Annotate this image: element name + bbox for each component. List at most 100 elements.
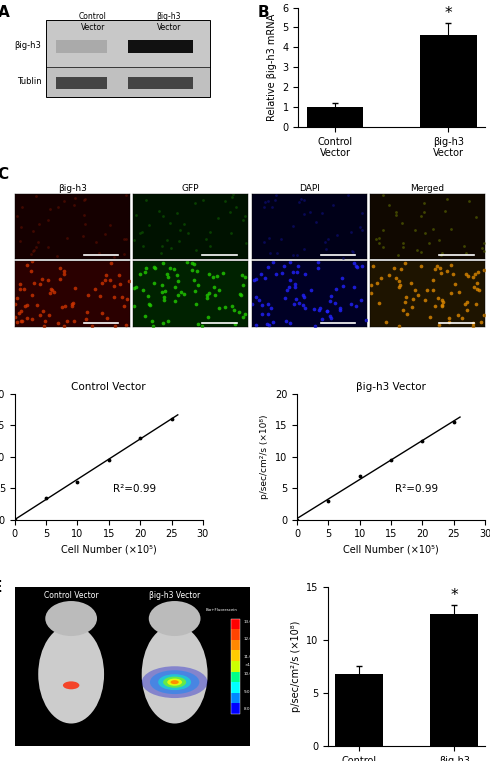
- Point: [232, 201, 240, 213]
- Point: [13, 292, 21, 304]
- Point: [205, 268, 213, 280]
- Point: [166, 262, 174, 274]
- Point: [480, 263, 488, 275]
- Point: [229, 189, 237, 201]
- Point: [46, 202, 53, 215]
- Point: [333, 228, 341, 240]
- Point: [28, 256, 36, 268]
- Point: [439, 294, 446, 306]
- Point: [471, 268, 479, 280]
- Point: [294, 260, 302, 272]
- Text: B: B: [257, 5, 269, 21]
- Point: [188, 256, 196, 269]
- Point: [372, 233, 380, 245]
- Point: [350, 281, 358, 293]
- Point: [82, 313, 90, 325]
- Point: [439, 247, 446, 260]
- Point: [435, 319, 443, 331]
- Point: [472, 211, 480, 223]
- Point: [395, 275, 403, 287]
- Point: [98, 276, 106, 288]
- Point: [164, 234, 171, 247]
- Title: βig-h3 Vector: βig-h3 Vector: [356, 381, 426, 391]
- Point: [473, 277, 481, 289]
- Point: [272, 189, 280, 201]
- Title: Merged: Merged: [411, 184, 444, 193]
- Point: [460, 240, 468, 252]
- Point: [149, 320, 157, 333]
- Point: [399, 304, 407, 316]
- Point: [292, 279, 299, 291]
- Text: 12.0: 12.0: [244, 637, 253, 642]
- Point: [286, 274, 294, 286]
- Text: Bio+Fluorescein: Bio+Fluorescein: [206, 607, 238, 612]
- Point: [236, 288, 244, 301]
- Point: [184, 227, 192, 239]
- Point: [401, 257, 409, 269]
- Point: [138, 226, 146, 238]
- Point: [313, 216, 320, 228]
- Text: βig-h3: βig-h3: [15, 41, 41, 50]
- Point: [193, 265, 201, 277]
- Point: [314, 262, 322, 274]
- Point: [347, 298, 355, 310]
- Point: [392, 206, 400, 218]
- Point: [318, 207, 326, 219]
- Point: [470, 281, 478, 293]
- Point: [321, 235, 329, 247]
- Bar: [127, 77, 194, 89]
- Point: [327, 290, 335, 302]
- Point: [394, 249, 402, 261]
- Point: [310, 303, 318, 315]
- Point: [347, 226, 355, 238]
- Point: [13, 316, 21, 328]
- Point: [122, 233, 130, 245]
- Point: [28, 288, 36, 301]
- Point: [265, 319, 273, 331]
- Point: [155, 205, 163, 218]
- Bar: [231, 703, 241, 714]
- Point: [63, 232, 71, 244]
- Point: [437, 249, 445, 261]
- Point: [149, 277, 157, 289]
- Point: [255, 294, 263, 306]
- Point: [144, 289, 152, 301]
- Point: [101, 274, 109, 286]
- Point: [420, 205, 428, 218]
- Point: [45, 309, 53, 321]
- Point: [292, 293, 299, 305]
- Point: [56, 273, 64, 285]
- Point: [213, 270, 221, 282]
- Point: [438, 299, 445, 311]
- Point: [79, 230, 87, 242]
- Point: [54, 200, 62, 212]
- Point: [69, 297, 77, 309]
- Point: [116, 278, 123, 290]
- Point: [314, 256, 321, 268]
- Point: [379, 224, 387, 236]
- Point: [139, 240, 147, 253]
- Point: [205, 287, 213, 299]
- Point: [299, 298, 307, 310]
- Point: [300, 243, 308, 255]
- Point: [435, 291, 442, 304]
- Point: [395, 279, 403, 291]
- Point: [239, 279, 247, 291]
- Point: [272, 268, 280, 280]
- Point: [211, 289, 219, 301]
- Text: C: C: [0, 167, 8, 182]
- Point: [407, 277, 415, 289]
- Point: [250, 274, 258, 286]
- Point: [190, 274, 198, 286]
- Point: [194, 279, 202, 291]
- Point: [447, 223, 455, 235]
- Text: Control Vector: Control Vector: [44, 591, 98, 600]
- Point: [136, 269, 144, 281]
- Text: 10.0: 10.0: [244, 672, 253, 677]
- Point: [264, 261, 272, 273]
- Point: [192, 197, 199, 209]
- Point: [431, 263, 439, 275]
- Bar: [231, 661, 241, 671]
- Bar: [46, 67, 210, 97]
- Point: [445, 316, 453, 328]
